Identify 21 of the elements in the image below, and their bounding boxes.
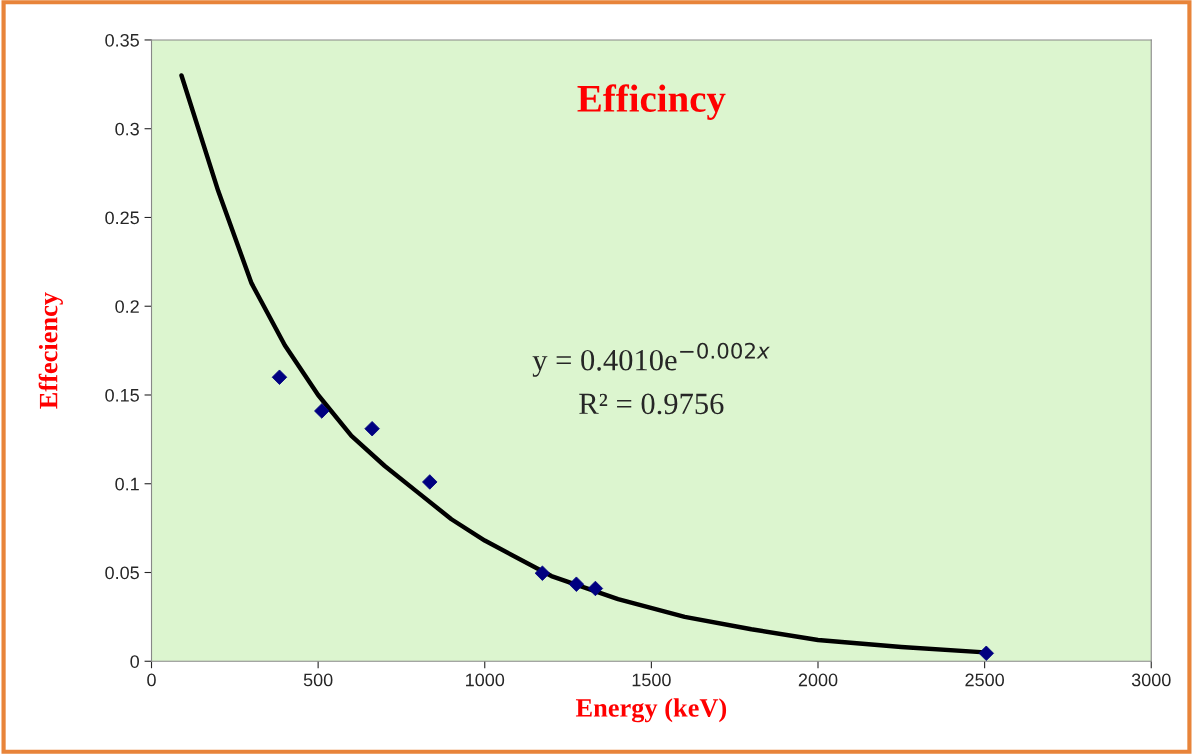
x-tick-label: 3000 (1131, 673, 1171, 687)
text: Efficincy (577, 84, 726, 120)
y-tick-label: 0.35 (105, 33, 139, 47)
y-tick-label: 0.1 (115, 477, 139, 491)
y-tick-label: 0.3 (115, 122, 139, 136)
x-tick-label: 1000 (466, 673, 505, 687)
y-tick-label: 0 (130, 655, 139, 668)
y-axis-title: Effeciency (38, 292, 63, 409)
y-tick-label: 0.25 (105, 211, 139, 225)
x-axis-title: Energy (keV) (575, 698, 727, 723)
x-tick-label: 500 (303, 673, 333, 687)
x-tick-label: 1500 (632, 673, 671, 687)
y-tick-label: 0.05 (105, 566, 139, 580)
annotation: R² = 0.9756 (579, 393, 724, 415)
annotation: y = 0.4010e$^{−0.002x}$ (532, 342, 770, 377)
point (422, 474, 438, 490)
y-tick-label: 0.15 (105, 388, 139, 402)
x-tick-label: 2000 (798, 673, 838, 687)
x-tick-label: 2500 (965, 673, 1004, 687)
x-tick-label: 0 (147, 673, 156, 687)
y-tick-label: 0.2 (115, 300, 139, 313)
